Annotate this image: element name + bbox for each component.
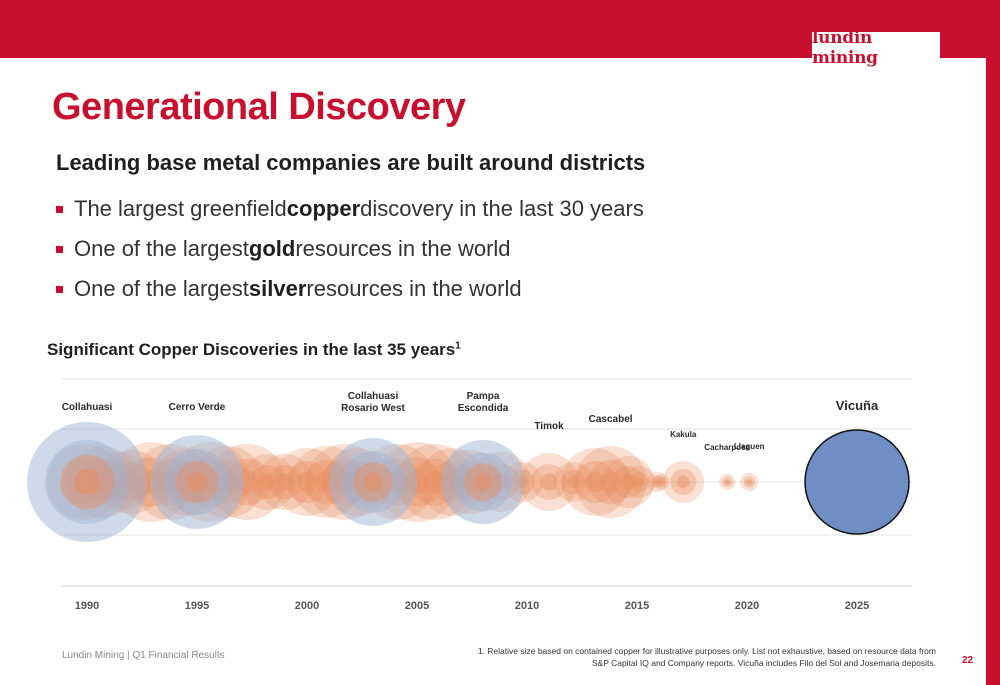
discovery-label: Cerro Verde — [169, 402, 226, 413]
x-tick-label: 2005 — [405, 600, 429, 612]
discovery-label: Llaguen — [734, 442, 765, 451]
x-tick-label: 2025 — [845, 600, 869, 612]
discovery-label: Collahuasi Rosario West — [341, 391, 405, 414]
x-tick-label: 2000 — [295, 600, 319, 612]
x-tick-label: 1995 — [185, 600, 209, 612]
slide-subtitle: Leading base metal companies are built a… — [56, 150, 646, 175]
bullet-item: One of the largest silver resources in t… — [56, 269, 644, 309]
bullet-square-icon — [56, 285, 63, 293]
discovery-bubble — [719, 474, 736, 490]
discovery-bubble — [561, 448, 630, 516]
discovery-bubble — [150, 435, 244, 529]
bullet-item: One of the largest gold resources in the… — [56, 229, 644, 269]
discovery-label: Cascabel — [589, 414, 633, 425]
bullet-list: The largest greenfield copper discovery … — [56, 189, 644, 309]
discovery-label: Cacharposa — [704, 443, 750, 452]
vicuna-bubble — [804, 429, 910, 535]
logo-text: lundin mining — [812, 28, 878, 68]
discovery-bubble — [27, 422, 147, 542]
discovery-bubble — [602, 456, 655, 508]
x-tick-label: 2015 — [625, 600, 649, 612]
bullet-item: The largest greenfield copper discovery … — [56, 189, 644, 229]
bullet-square-icon — [56, 205, 63, 213]
x-axis-ticks: 1990 1995 2000 2005 2010 2015 2020 2025 — [75, 600, 869, 612]
discovery-bubble — [740, 473, 759, 491]
discovery-bubble — [273, 448, 341, 516]
page-number: 22 — [962, 655, 974, 666]
discovery-label: Collahuasi — [62, 402, 113, 413]
chart-title: Significant Copper Discoveries in the la… — [47, 340, 461, 359]
chart-bubbles — [27, 422, 910, 542]
bullet-square-icon — [56, 245, 63, 253]
discovery-bubble — [441, 440, 525, 524]
discovery-bubble — [574, 446, 647, 518]
discovery-label: Kakula — [670, 430, 697, 439]
footnote-marker: 1 — [455, 340, 461, 352]
chart-labels: Collahuasi Cerro Verde Collahuasi Rosario W… — [62, 391, 879, 452]
discovery-bubble — [520, 453, 578, 511]
discovery-label: Timok — [534, 421, 564, 432]
footnote: 1. Relative size based on contained copp… — [477, 646, 936, 668]
discovery-bubble — [662, 461, 705, 503]
x-tick-label: 1990 — [75, 600, 99, 612]
x-tick-label: 2010 — [515, 600, 539, 612]
company-logo: lundin mining — [812, 28, 940, 68]
slide-title: Generational Discovery — [52, 86, 466, 128]
footer-company: Lundin Mining | Q1 Financial Results — [62, 650, 225, 661]
discovery-bubble — [329, 438, 417, 526]
discovery-bubble — [257, 454, 313, 510]
discovery-bubble — [646, 472, 667, 492]
discovery-bubble — [239, 454, 296, 510]
discovery-label: Pampa Escondida — [458, 391, 509, 414]
x-tick-label: 2020 — [735, 600, 759, 612]
discovery-bubble — [653, 474, 670, 490]
discovery-bubble — [623, 466, 656, 498]
discovery-label: Vicuña — [836, 398, 879, 413]
discovery-bubble — [553, 462, 594, 502]
right-edge-bar — [986, 58, 1000, 685]
